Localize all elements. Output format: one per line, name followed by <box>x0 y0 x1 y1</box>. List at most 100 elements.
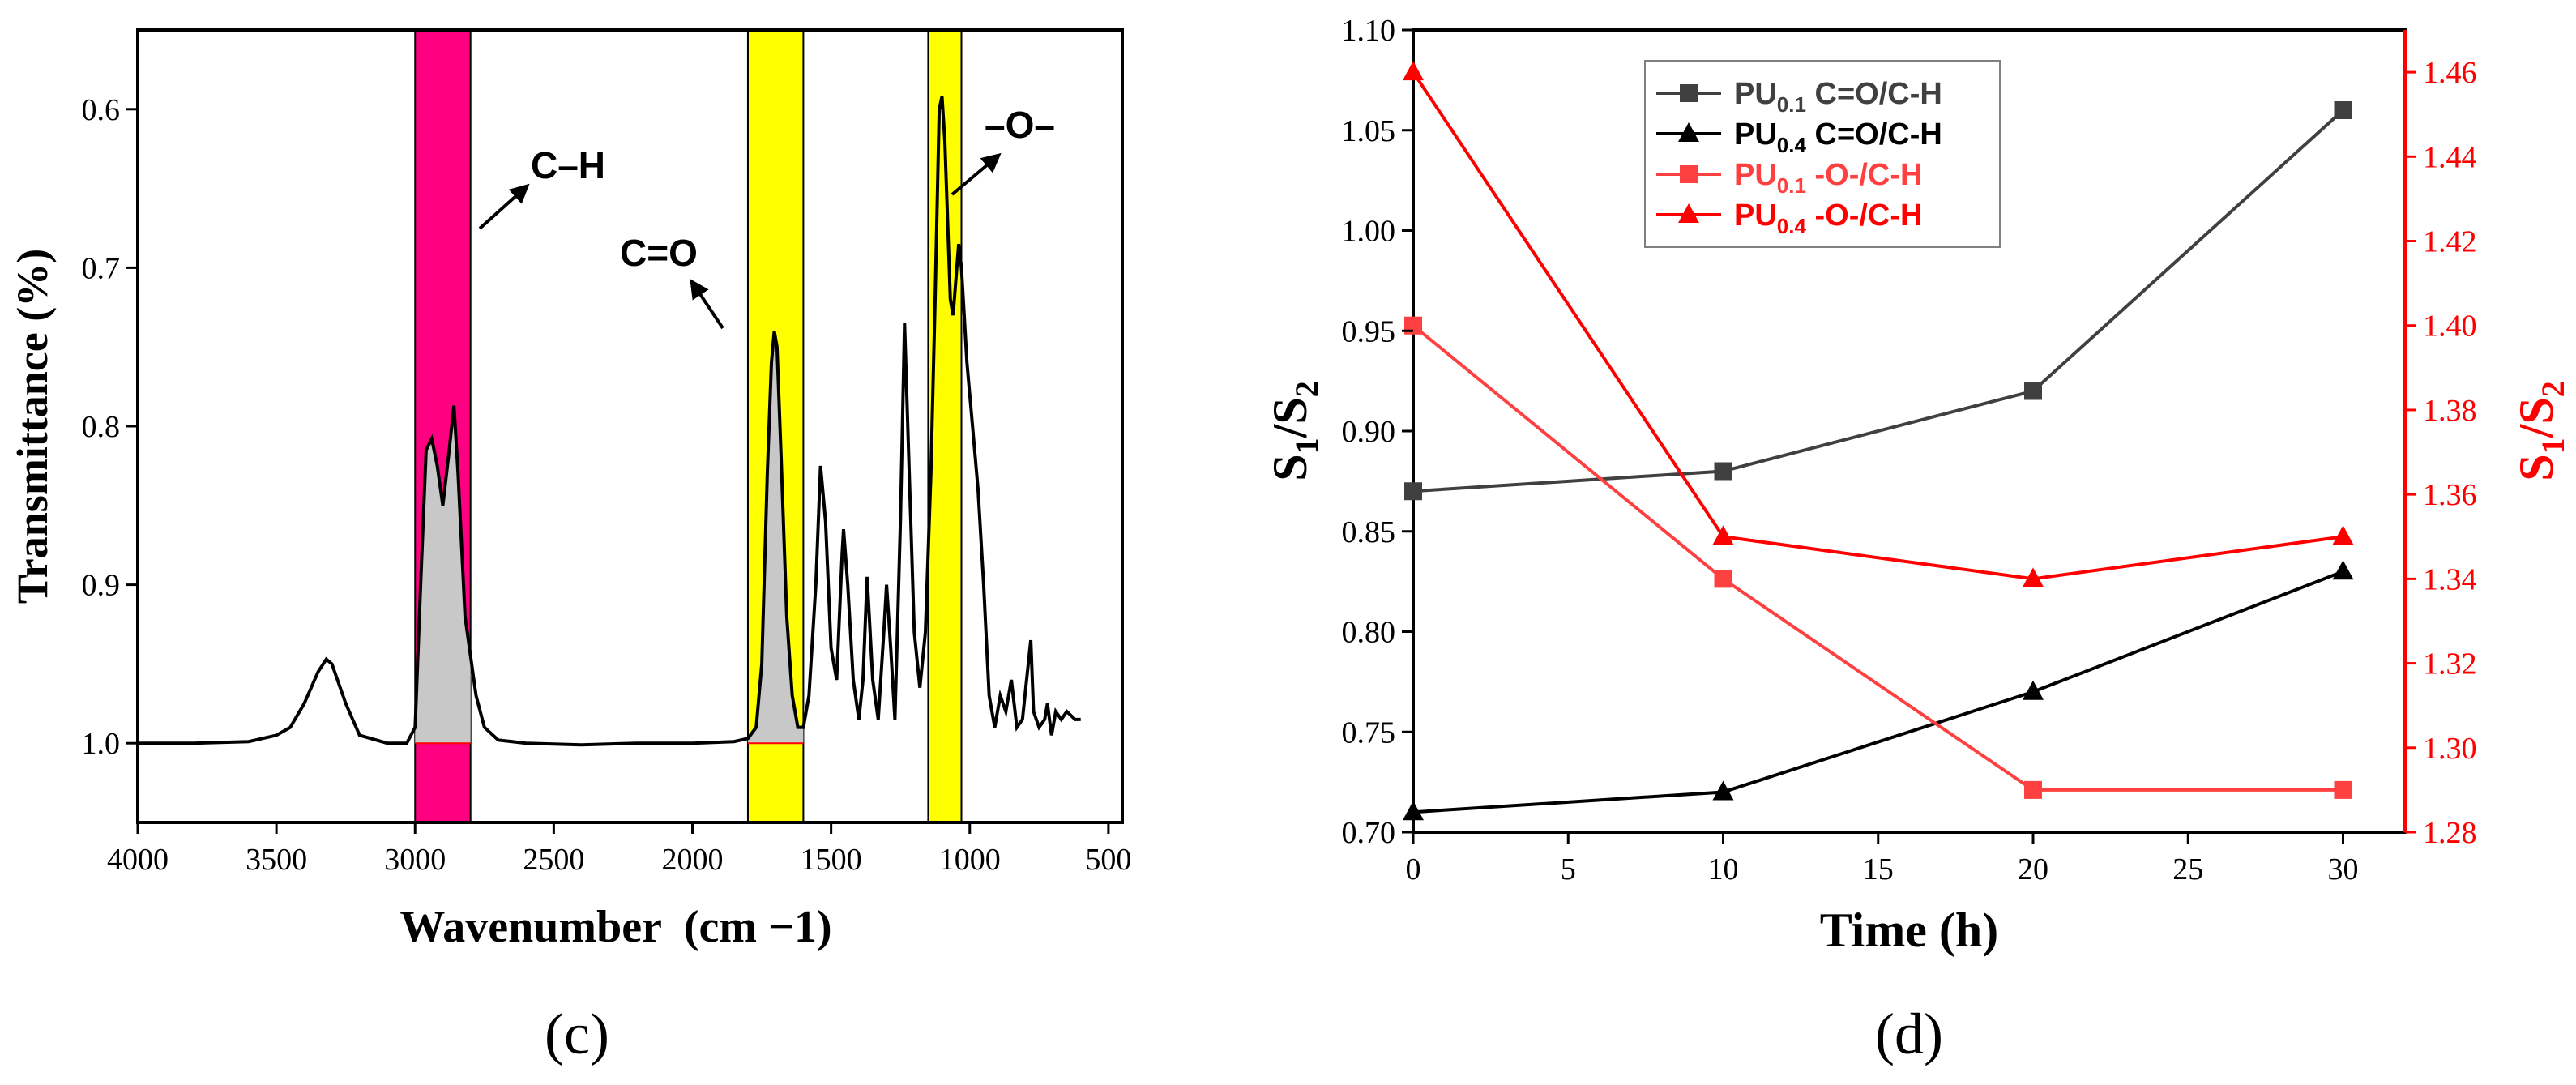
series-line-0 <box>1412 109 2344 493</box>
d-y-left-tick-label-1: 0.75 <box>1342 716 1396 750</box>
d-x-tick-label-0: 0 <box>1406 852 1421 886</box>
x-axis-label: Wavenumber (cm −1) <box>399 902 831 952</box>
d-y-right-tick-label-2: 1.32 <box>2423 647 2477 681</box>
legend-label-base: PU <box>1734 158 1777 192</box>
d-y-left-tick-label-7: 1.05 <box>1342 114 1396 148</box>
legend-label-base: PU <box>1734 77 1777 111</box>
point-s3-0 <box>1403 61 1424 81</box>
point-s1-1 <box>1712 780 1734 801</box>
point-s3-3 <box>2332 525 2354 545</box>
legend-marker-1 <box>1678 122 1699 142</box>
d-y-left-tick-label-5: 0.95 <box>1342 314 1396 348</box>
point-s3-2 <box>2023 567 2044 587</box>
point-s0-2 <box>2024 382 2042 400</box>
d-y-left-tick-label-8: 1.10 <box>1342 14 1396 48</box>
d-x-tick-label-15: 15 <box>1863 852 1894 886</box>
ylabel-left-sub1: 1 <box>1288 438 1325 454</box>
x-tick-label-2500: 2500 <box>523 843 584 877</box>
arrow-ch <box>478 183 530 230</box>
ylabel-right-s: S <box>2510 454 2563 481</box>
d-y-right-tick-label-0: 1.28 <box>2423 816 2477 850</box>
ylabel-left-sub2: 2 <box>1288 381 1325 397</box>
ylabel-left-sep: /S <box>1263 397 1317 438</box>
d-x-tick-label-10: 10 <box>1708 852 1739 886</box>
y-axis-label-left: S1/S2 <box>1263 381 1325 481</box>
series-line-2 <box>1412 324 2343 792</box>
x-tick-label-1000: 1000 <box>939 843 1001 877</box>
d-y-right-tick-label-3: 1.34 <box>2423 562 2477 596</box>
legend-label-1: PU0.4 C=O/C-H <box>1734 117 1942 157</box>
d-x-tick-label-30: 30 <box>2328 852 2359 886</box>
y-tick-label-0: 0.6 <box>82 93 121 127</box>
annotation-co: C=O <box>620 232 698 274</box>
ylabel-right-sep: /S <box>2510 397 2563 438</box>
ftir-spectrum-chart: 4000 3500 3000 2500 2000 1500 1000 500 0.6 0.7 0.… <box>8 28 1131 1066</box>
point-s1-2 <box>2023 680 2044 700</box>
x-axis-label-d: Time (h) <box>1820 903 1999 957</box>
peak-fill-0 <box>415 405 471 744</box>
d-y-right-tick-label-1: 1.30 <box>2423 732 2477 766</box>
d-x-tick-label-20: 20 <box>2018 852 2048 886</box>
plot-frame <box>136 28 1124 824</box>
legend-label-sub: 0.4 <box>1777 214 1807 238</box>
legend-label-sub: 0.1 <box>1777 92 1806 117</box>
y-tick-label-3: 0.9 <box>82 569 121 603</box>
d-x-tick-label-5: 5 <box>1561 852 1576 886</box>
d-y-left-tick-label-2: 0.80 <box>1342 616 1396 650</box>
d-y-right-tick-label-7: 1.42 <box>2423 225 2477 259</box>
d-x-tick-label-25: 25 <box>2172 852 2203 886</box>
ylabel-right-sub2: 2 <box>2535 381 2571 397</box>
arrow-o <box>951 152 1002 196</box>
x-tick-label-2000: 2000 <box>662 843 724 877</box>
x-tick-label-4000: 4000 <box>107 843 169 877</box>
d-y-right-tick-label-8: 1.44 <box>2423 140 2477 174</box>
legend-label-rest: C=O/C-H <box>1806 77 1942 111</box>
point-s0-1 <box>1714 462 1732 481</box>
d-y-left-tick-label-0: 0.70 <box>1342 816 1396 850</box>
series-line-3 <box>1412 70 2343 581</box>
point-s1-0 <box>1403 801 1424 821</box>
annotation-o: –O– <box>985 104 1055 146</box>
y-tick-label-2: 0.8 <box>82 410 121 444</box>
legend-label-2: PU0.1 -O-/C-H <box>1734 158 1922 198</box>
point-s3-1 <box>1712 525 1734 545</box>
point-s0-3 <box>2334 101 2352 119</box>
y-axis-label-right: S1/S2 <box>2510 381 2571 481</box>
x-tick-label-1500: 1500 <box>801 843 862 877</box>
x-tick-label-500: 500 <box>1085 843 1131 877</box>
legend-label-base: PU <box>1734 199 1777 233</box>
point-s2-2 <box>2024 780 2042 799</box>
legend-marker-3 <box>1678 203 1699 223</box>
y-axis-label: Transmittance (%) <box>8 249 57 604</box>
x-axis-label-main: Wavenumber <box>399 902 661 952</box>
ylabel-left-s: S <box>1263 454 1317 481</box>
d-y-left-tick-label-3: 0.85 <box>1342 515 1396 549</box>
ratio-vs-time-chart: 0 5 10 15 20 25 30 0.70 0.75 0.80 0.85 0.90 0.95 1.0… <box>1263 14 2571 1066</box>
point-s1-3 <box>2332 560 2354 580</box>
legend-marker-0 <box>1680 84 1698 102</box>
d-y-left-tick-label-6: 1.00 <box>1342 215 1396 249</box>
legend-label-rest: -O-/C-H <box>1806 158 1923 192</box>
legend-label-rest: -O-/C-H <box>1806 199 1923 233</box>
d-y-right-tick-label-9: 1.46 <box>2423 56 2477 90</box>
point-s2-1 <box>1714 570 1732 588</box>
peak-fill-1 <box>747 331 804 744</box>
y-tick-label-4: 1.0 <box>82 727 121 761</box>
legend-label-3: PU0.4 -O-/C-H <box>1734 199 1922 238</box>
arrow-co <box>690 279 724 330</box>
spectrum-line <box>138 96 1081 747</box>
annotation-ch: C–H <box>531 144 605 186</box>
panel-label-c: (c) <box>545 1002 609 1066</box>
point-s0-0 <box>1404 482 1422 501</box>
y-tick-label-1: 0.7 <box>82 251 121 285</box>
panel-label-d: (d) <box>1875 1002 1943 1066</box>
legend-label-sub: 0.4 <box>1777 133 1807 157</box>
d-y-right-tick-label-5: 1.38 <box>2423 394 2477 428</box>
d-y-right-tick-label-4: 1.36 <box>2423 478 2477 512</box>
d-y-right-tick-label-6: 1.40 <box>2423 310 2477 344</box>
legend-marker-2 <box>1680 165 1698 183</box>
x-tick-label-3000: 3000 <box>384 843 446 877</box>
d-y-left-tick-label-4: 0.90 <box>1342 415 1396 449</box>
x-axis-label-unit: (cm −1) <box>684 902 832 952</box>
